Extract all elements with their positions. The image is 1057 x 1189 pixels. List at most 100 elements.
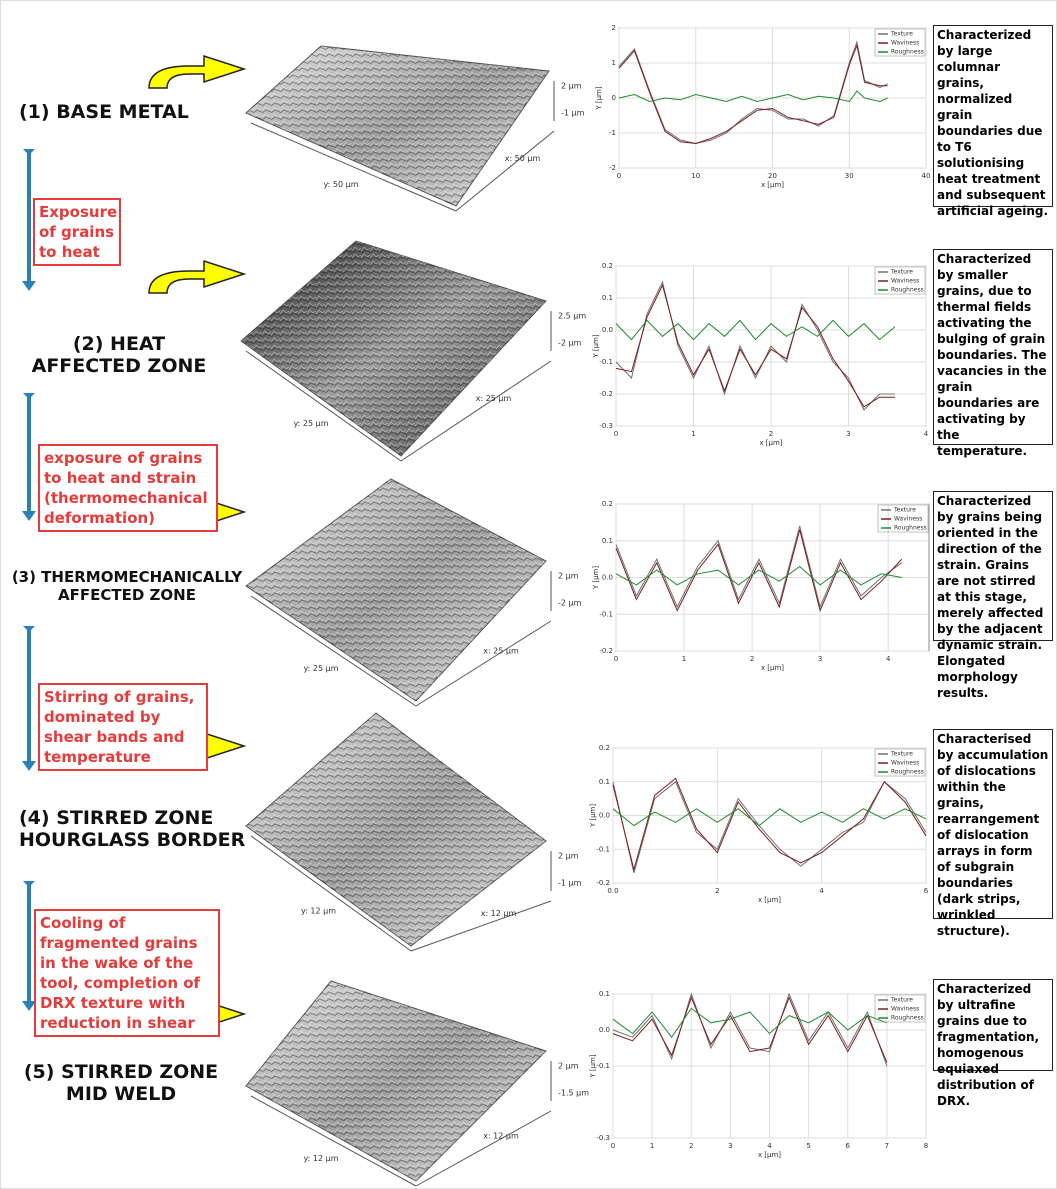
z-top-label: 2 µm [558, 852, 579, 861]
zone-label: (4) STIRRED ZONE HOURGLASS BORDER [19, 807, 249, 851]
x-tick-label: 0.0 [607, 887, 618, 895]
legend-label: Waviness [891, 278, 919, 285]
x-tick-label: 7 [885, 1142, 889, 1150]
y-tick-label: -0.2 [599, 647, 613, 655]
yellow-arrow [149, 56, 244, 88]
process-step: Stirring of grains, dominated by shear b… [38, 683, 208, 771]
y-tick-label: -0.1 [599, 358, 613, 366]
x-tick-label: 4 [924, 430, 929, 438]
y-tick-label: -0.3 [596, 1134, 610, 1142]
legend-label: Waviness [894, 516, 922, 523]
y-tick-label: 0.0 [602, 326, 613, 334]
legend-label: Texture [893, 507, 916, 514]
y-tick-label: -0.3 [599, 422, 613, 430]
y-extent-label: y: 25 µm [304, 664, 339, 673]
y-axis-label: Y [µm] [589, 804, 597, 829]
legend-label: Roughness [894, 525, 927, 532]
y-tick-label: 0 [612, 94, 616, 102]
y-tick-label: 0.2 [602, 262, 613, 270]
x-tick-label: 0 [617, 172, 621, 180]
x-tick-label: 2 [769, 430, 773, 438]
legend-label: Texture [890, 31, 913, 38]
y-tick-label: -1 [609, 129, 616, 137]
zone-label: (3) THERMOMECHANICALLY AFFECTED ZONE [7, 568, 247, 604]
legend-label: Roughness [891, 1015, 924, 1022]
y-tick-label: -0.1 [599, 610, 613, 618]
x-tick-label: 4 [819, 887, 824, 895]
z-top-label: 2 µm [558, 572, 579, 581]
x-tick-label: 4 [886, 655, 891, 663]
z-top-label: 2 µm [561, 82, 582, 91]
y-tick-label: 0.1 [599, 778, 610, 786]
y-tick-label: -0.2 [599, 390, 613, 398]
y-axis-label: Y [µm] [589, 1054, 597, 1079]
y-extent-label: y: 25 µm [294, 419, 329, 428]
x-tick-label: 20 [768, 172, 777, 180]
z-top-label: 2 µm [558, 1062, 579, 1071]
y-extent-label: y: 50 µm [324, 180, 359, 189]
y-tick-label: 0.1 [599, 990, 610, 998]
x-tick-label: 3 [846, 430, 850, 438]
legend-label: Waviness [891, 1006, 919, 1013]
y-tick-label: 2 [612, 24, 616, 32]
figure: 2 µm-1 µmy: 50 µmx: 50 µm-2-101201020304… [0, 0, 1057, 1189]
x-tick-label: 4 [767, 1142, 772, 1150]
afm-texture [246, 981, 546, 1181]
x-tick-label: 0 [614, 430, 618, 438]
x-tick-label: 3 [818, 655, 822, 663]
process-step: Cooling of fragmented grains in the wake… [34, 909, 220, 1037]
y-tick-label: 0.2 [602, 500, 613, 508]
x-tick-label: 1 [691, 430, 695, 438]
x-tick-label: 6 [846, 1142, 851, 1150]
zone-label: (5) STIRRED ZONE MID WELD [11, 1061, 231, 1105]
x-extent-label: x: 25 µm [483, 647, 519, 656]
y-tick-label: 0.0 [599, 812, 610, 820]
y-tick-label: 0.1 [602, 537, 613, 545]
z-bottom-label: -1.5 µm [558, 1089, 589, 1098]
description: Characterized by ultrafine grains due to… [933, 979, 1053, 1071]
z-bottom-label: -2 µm [558, 599, 582, 608]
x-axis-label: x [µm] [761, 664, 784, 672]
y-tick-label: 0.2 [599, 744, 610, 752]
x-axis-label: x [µm] [758, 1151, 781, 1159]
x-tick-label: 3 [728, 1142, 732, 1150]
y-tick-label: -0.2 [596, 879, 610, 887]
y-tick-label: -0.1 [596, 845, 610, 853]
y-tick-label: -2 [609, 164, 616, 172]
legend-label: Roughness [891, 769, 924, 776]
y-tick-label: -0.1 [596, 1062, 610, 1070]
x-tick-label: 5 [806, 1142, 810, 1150]
y-axis-label: Y [µm] [595, 86, 603, 111]
x-tick-label: 0 [614, 655, 618, 663]
y-extent-label: y: 12 µm [301, 907, 336, 916]
z-bottom-label: -2 µm [558, 339, 582, 348]
process-step: exposure of grains to heat and strain (t… [38, 444, 218, 532]
x-tick-label: 2 [750, 655, 754, 663]
legend-label: Waviness [891, 40, 919, 47]
y-axis-label: Y [µm] [592, 566, 600, 591]
z-bottom-label: -1 µm [561, 109, 585, 118]
description: Characterized by smaller grains, due to … [933, 249, 1053, 445]
legend-label: Texture [890, 751, 913, 758]
afm-texture [241, 241, 546, 456]
y-extent-label: y: 12 µm [304, 1154, 339, 1163]
y-tick-label: 0.0 [602, 574, 613, 582]
x-tick-label: 6 [924, 887, 929, 895]
x-extent-label: x: 25 µm [476, 394, 512, 403]
z-top-label: 2.5 µm [558, 312, 586, 321]
x-extent-label: x: 50 µm [505, 154, 541, 163]
x-tick-label: 10 [691, 172, 700, 180]
legend-label: Roughness [891, 49, 924, 56]
x-tick-label: 1 [650, 1142, 654, 1150]
zone-label: (2) HEAT AFFECTED ZONE [19, 333, 219, 377]
z-bottom-label: -1 µm [558, 879, 582, 888]
legend-label: Roughness [891, 287, 924, 294]
x-axis-label: x [µm] [759, 439, 782, 447]
x-extent-label: x: 12 µm [481, 909, 517, 918]
x-tick-label: 8 [924, 1142, 928, 1150]
description: Characterised by accumulation of disloca… [933, 729, 1053, 919]
x-tick-label: 2 [689, 1142, 693, 1150]
legend-label: Waviness [891, 760, 919, 767]
description: Characterized by large columnar grains, … [933, 25, 1053, 207]
y-tick-label: 1 [612, 59, 616, 67]
